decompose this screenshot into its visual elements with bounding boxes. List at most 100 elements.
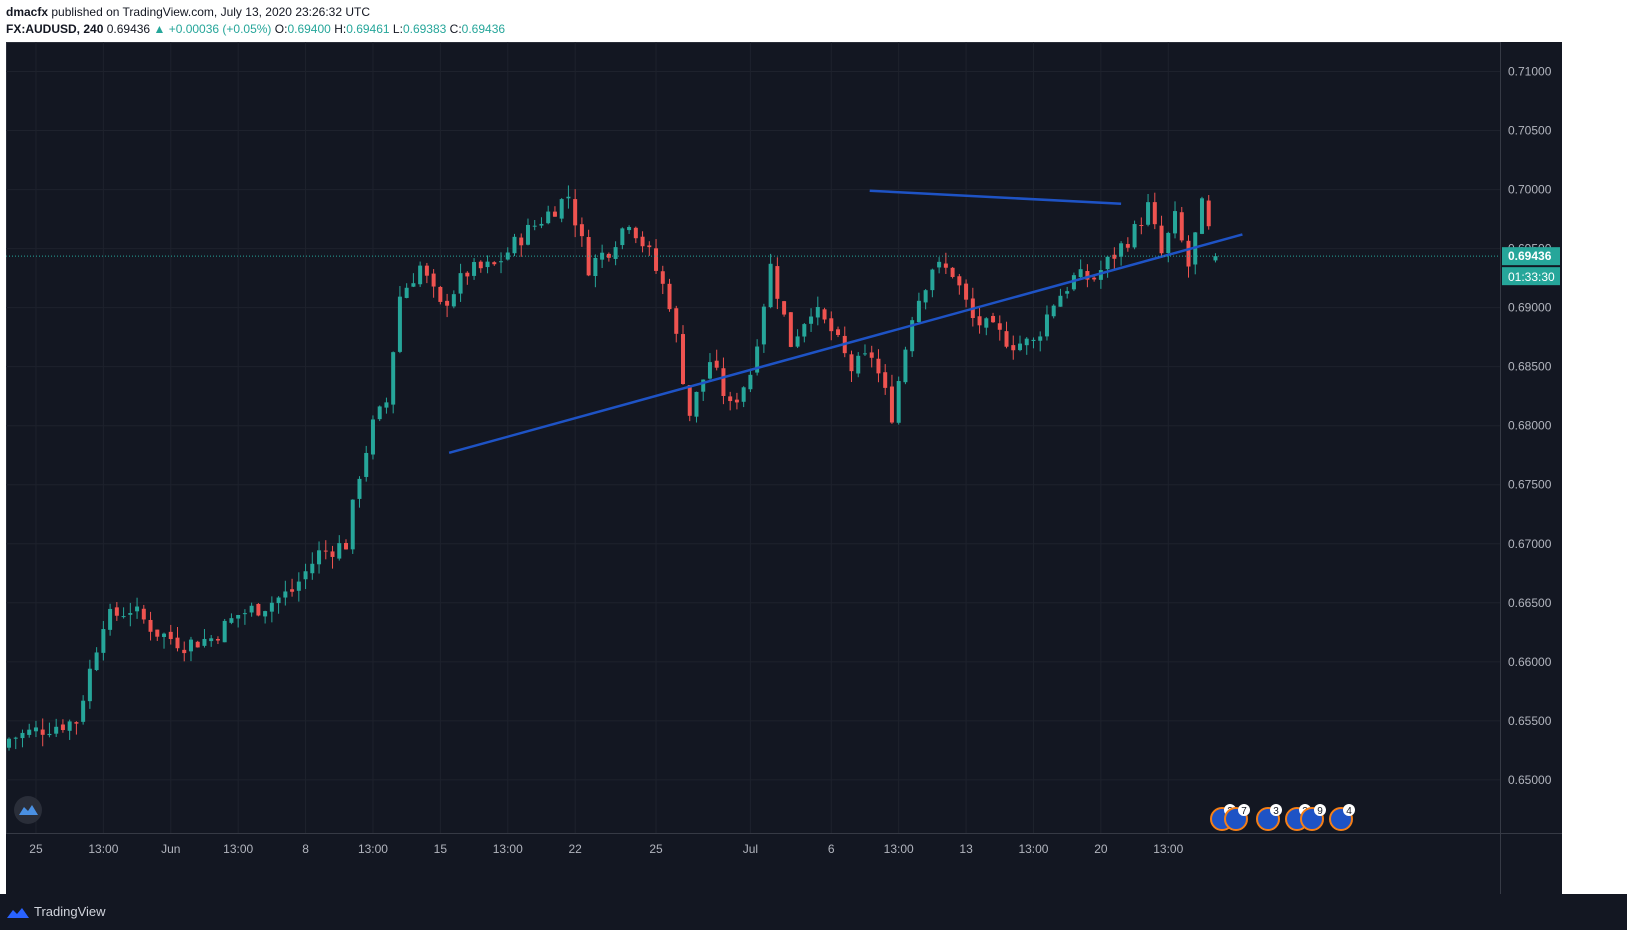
candle-body (647, 245, 652, 248)
candle-body (633, 227, 638, 239)
candle-body (209, 638, 214, 642)
candle-body (862, 353, 867, 355)
candle-body (593, 257, 598, 277)
y-tick-label: 0.70500 (1508, 124, 1552, 138)
candle-body (1146, 202, 1151, 225)
candle-body (964, 283, 969, 300)
candle-body (1152, 202, 1157, 225)
candle-body (1071, 275, 1076, 290)
candle-body (674, 308, 679, 334)
candle-body (330, 551, 335, 557)
chart-footer: TradingView (0, 894, 1627, 930)
candle-body (478, 261, 483, 269)
candle-body (1098, 270, 1103, 280)
candle-body (438, 286, 443, 302)
candle-body (357, 478, 362, 499)
candle-body (445, 300, 450, 306)
candle-body (27, 729, 32, 735)
candle-body (1078, 269, 1083, 278)
open-label: O: (274, 22, 288, 36)
candle-body (397, 296, 402, 352)
candle-body (242, 613, 247, 615)
tradingview-brand[interactable]: TradingView (6, 904, 106, 920)
candle-body (950, 267, 955, 277)
candle-body (290, 589, 295, 592)
candle-body (121, 616, 126, 618)
candle-body (525, 224, 530, 245)
candle-body (539, 223, 544, 226)
candle-body (54, 726, 59, 734)
x-tick-label: 13:00 (493, 842, 523, 856)
tradingview-watermark-shape (19, 805, 38, 815)
candle-body (519, 237, 524, 246)
candle-body (1166, 232, 1171, 254)
candle-body (768, 263, 773, 308)
candle-body (1186, 240, 1191, 267)
candle-body (431, 273, 436, 287)
candle-body (13, 737, 18, 739)
candle-body (640, 236, 645, 247)
candle-body (364, 452, 369, 477)
candle-body (573, 199, 578, 226)
candle-body (836, 329, 841, 335)
event-count-badge (1238, 804, 1250, 816)
candle-body (67, 721, 72, 731)
candle-body (370, 419, 375, 455)
x-tick-label: 25 (649, 842, 663, 856)
event-count-label: 3 (1273, 806, 1279, 817)
trendline[interactable] (869, 189, 1122, 205)
event-count-badge (1343, 804, 1355, 816)
candle-body (815, 307, 820, 318)
candle-body (101, 629, 106, 653)
candle-body (215, 638, 220, 641)
candle-body (344, 542, 348, 550)
candle-body (714, 360, 719, 368)
candle-body (81, 700, 86, 722)
event-count-badge (1270, 804, 1282, 816)
tradingview-logo-icon (7, 907, 29, 918)
change-arrow-icon: ▲ (153, 22, 166, 36)
candle-body (303, 571, 308, 580)
candlestick-chart[interactable]: 0.710000.705000.700000.695000.690000.685… (6, 42, 1562, 894)
candle-body (269, 602, 274, 612)
trendline[interactable] (448, 233, 1243, 455)
x-tick-label: 13:00 (223, 842, 253, 856)
open-value: 0.69400 (287, 22, 331, 36)
candle-body (404, 287, 409, 298)
candle-body (465, 272, 470, 277)
candle-body (451, 294, 456, 307)
author-name[interactable]: dmacfx (6, 5, 49, 19)
candle-body (485, 261, 490, 268)
candle-body (317, 550, 322, 565)
candle-body (741, 387, 746, 402)
candle-body (1206, 200, 1211, 227)
candle-body (1051, 305, 1056, 317)
candle-body (1213, 256, 1218, 261)
candle-body (175, 637, 180, 649)
tradingview-watermark-icon[interactable] (14, 796, 42, 824)
candle-body (128, 613, 133, 615)
candle-body (991, 315, 996, 323)
y-tick-label: 0.69000 (1508, 301, 1552, 315)
y-tick-label: 0.67000 (1508, 537, 1552, 551)
candle-body (472, 262, 477, 276)
plot-border (6, 42, 1501, 834)
candle-body (606, 253, 611, 258)
symbol-name: FX:AUDUSD (6, 22, 77, 36)
candle-body (829, 318, 834, 332)
candle-body (761, 306, 766, 345)
x-tick-label: Jul (743, 842, 758, 856)
candle-body (660, 271, 665, 284)
chart-area[interactable]: 0.710000.705000.700000.695000.690000.685… (6, 42, 1562, 894)
candle-body (296, 581, 301, 591)
candle-body (579, 224, 584, 237)
interval-label: 240 (83, 22, 104, 36)
candle-body (458, 273, 463, 294)
candle-body (40, 729, 45, 735)
candle-body (822, 309, 827, 320)
y-tick-label: 0.65500 (1508, 714, 1552, 728)
candle-body (802, 324, 807, 337)
high-label: H: (334, 22, 347, 36)
candle-body (1031, 339, 1036, 342)
candle-body (1173, 211, 1178, 234)
